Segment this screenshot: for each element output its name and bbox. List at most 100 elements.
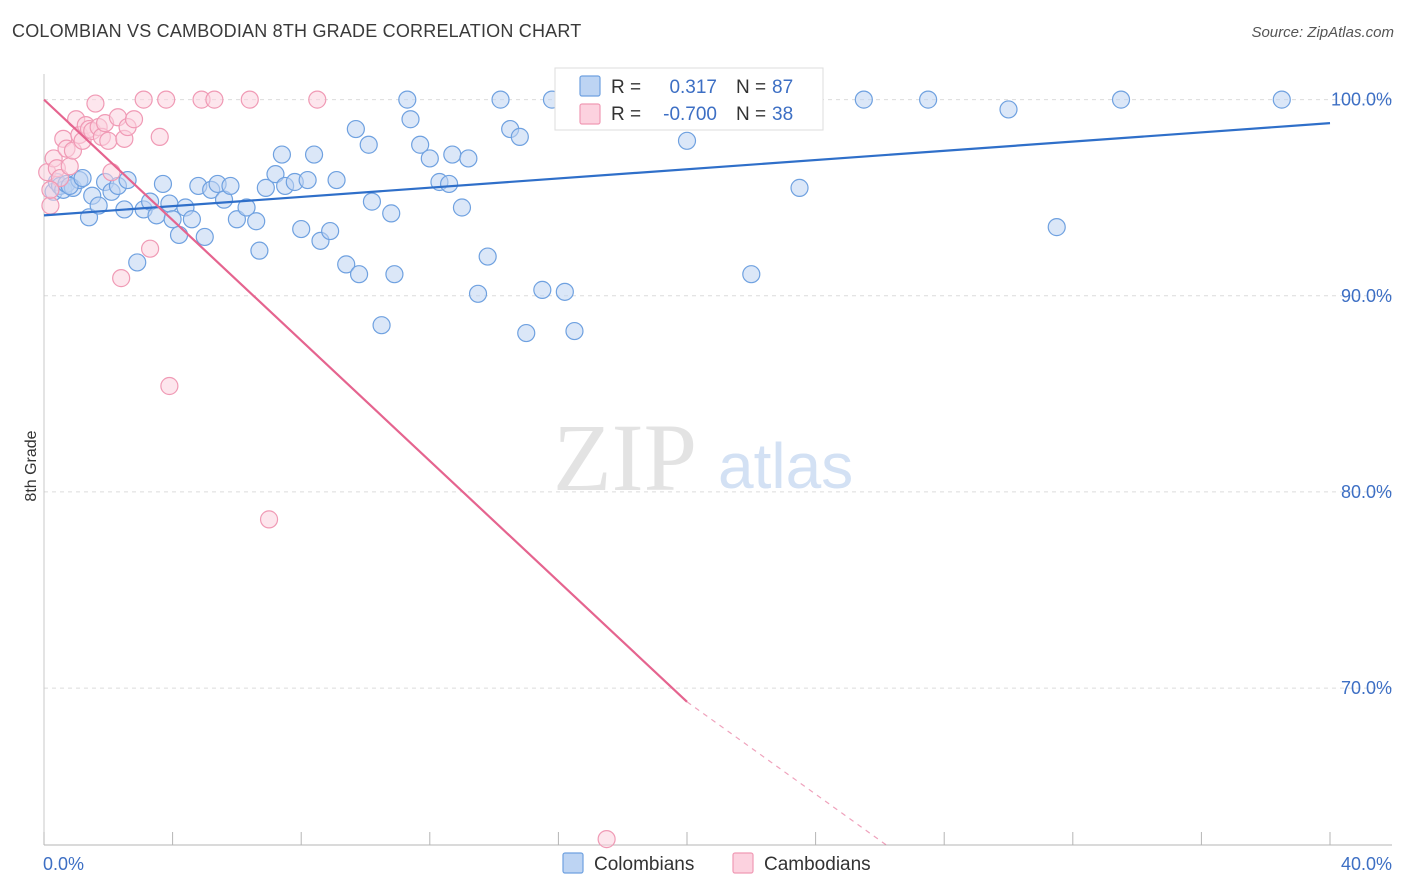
data-point [327,170,346,190]
data-point [420,149,439,168]
data-point [128,253,147,272]
data-point [1111,90,1131,109]
data-point [227,210,246,229]
data-point [337,255,356,274]
data-point [240,90,259,109]
stats-n-value: 38 [772,104,793,125]
data-point [195,227,214,247]
stats-n-label: N = [736,104,766,125]
data-point [452,198,472,217]
watermark-zip: ZIP [553,404,697,511]
stats-r-label: R = [611,104,641,125]
data-point [221,176,240,196]
data-point [742,265,761,284]
x-tick-label: 40.0% [1341,854,1392,874]
data-point [510,127,529,146]
data-point [256,178,275,197]
data-point [468,284,488,303]
trend-line [43,122,1331,217]
data-point [157,90,176,109]
data-point [292,219,311,239]
data-point [160,376,179,396]
stats-n-value: 87 [772,77,793,98]
stats-r-label: R = [611,77,641,98]
data-point [60,157,79,176]
series-cambodians [38,90,616,849]
data-point [298,170,317,190]
data-point [491,90,510,109]
data-point [999,100,1018,119]
data-point [459,149,478,168]
tick-labels: 100.0% 90.0% 80.0% 70.0% 0.0% 40.0% [43,90,1392,874]
data-point [150,127,169,146]
data-point [247,212,266,231]
data-point [533,280,552,299]
source-credit: Source: ZipAtlas.com [1251,24,1394,41]
data-point [1047,218,1066,237]
data-point [237,198,256,217]
data-point [854,90,873,109]
data-point [140,239,160,258]
data-point [321,221,340,241]
data-point [478,247,497,266]
data-point [919,90,938,109]
legend-swatch-colombians [562,852,584,874]
data-point [398,90,417,109]
data-point [205,90,224,109]
chart-title: COLOMBIAN VS CAMBODIAN 8TH GRADE CORRELA… [12,21,582,41]
data-point [134,90,153,109]
legend-label-cambodians: Cambodians [764,854,871,875]
trend-lines [43,98,1331,846]
data-point [677,131,697,150]
data-point [169,225,189,245]
y-axis-label: 8th Grade [23,430,40,501]
watermark: ZIP atlas [553,404,853,511]
stats-r-value: 0.317 [669,77,717,98]
data-point [411,135,430,154]
data-point [250,241,269,260]
data-point [565,321,584,341]
data-point [443,145,462,164]
data-point [266,165,285,184]
data-point [118,170,137,190]
data-point [272,145,292,164]
data-point [349,265,369,284]
legend-label-colombians: Colombians [594,854,694,875]
data-point [160,194,179,213]
data-point [308,90,327,109]
data-point [359,135,378,154]
stats-swatch-colombians [579,75,601,97]
y-tick-label: 90.0% [1341,286,1392,306]
data-point [439,174,459,194]
data-point [89,196,108,215]
data-point [346,119,365,139]
stats-swatch-cambodians [579,103,601,125]
trend-line-extension [686,701,887,846]
data-point [1272,90,1291,109]
watermark-atlas: atlas [718,430,853,502]
data-point [362,192,382,211]
data-point [382,204,401,223]
data-point [99,131,118,150]
data-point [517,323,536,343]
data-point [112,269,131,288]
data-point [41,196,60,215]
legend: Colombians Cambodians [562,852,871,875]
data-point [86,94,105,113]
data-point [790,178,809,197]
grid-lines [44,99,1392,689]
data-point [555,282,574,301]
data-point [153,174,173,194]
data-point [124,110,144,129]
stats-box: R = 0.317 N = 87 R = -0.700 N = 38 [554,67,824,131]
data-point [372,316,391,335]
stats-n-label: N = [736,77,766,98]
data-point [385,265,404,284]
data-point [401,110,420,129]
y-tick-label: 80.0% [1341,482,1392,502]
data-point [304,145,324,164]
y-tick-label: 100.0% [1331,90,1392,110]
legend-swatch-cambodians [732,852,754,874]
x-tick-label: 0.0% [43,854,84,874]
